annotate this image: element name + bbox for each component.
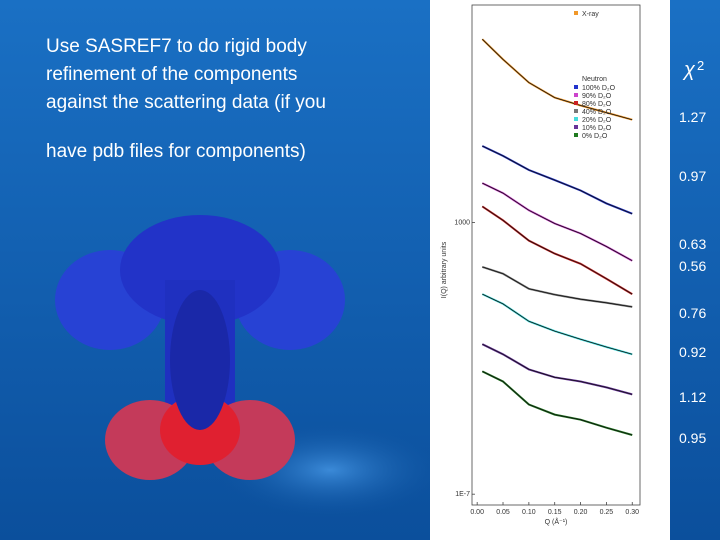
chi2-value: 1.12 [679, 389, 706, 405]
legend-label: 20% D₂O [582, 117, 612, 124]
legend-label: 90% D₂O [582, 93, 612, 100]
chi2-value: 0.63 [679, 236, 706, 252]
chi2-value: 0.97 [679, 168, 706, 184]
fit-line [482, 38, 633, 121]
x-tick-label: 0.05 [496, 509, 510, 516]
chi2-symbol: χ [682, 59, 696, 81]
legend-swatch [574, 133, 578, 137]
x-axis-label: Q (Å⁻¹) [545, 517, 568, 526]
x-tick-label: 0.10 [522, 509, 536, 516]
text-line: have pdb files for components) [46, 141, 306, 162]
text-line: Use SASREF7 to do rigid body [46, 36, 307, 57]
fit-line [482, 293, 633, 355]
x-tick-label: 0.30 [625, 509, 639, 516]
chi2-power: 2 [697, 58, 704, 73]
legend-label: 80% D₂O [582, 101, 612, 108]
fit-line [482, 182, 633, 262]
slide-text: Use SASREF7 to do rigid body refinement o… [46, 36, 326, 162]
x-tick-label: 0.00 [470, 509, 484, 516]
fit-line [482, 206, 633, 295]
chi2-value: 0.56 [679, 258, 706, 274]
legend-label: 10% D₂O [582, 125, 612, 132]
text-line: against the scattering data (if you [46, 92, 326, 113]
legend-label: X-ray [582, 11, 599, 18]
x-tick-label: 0.20 [574, 509, 588, 516]
chart-panel [430, 0, 670, 540]
legend-swatch [574, 85, 578, 89]
plot-frame [471, 4, 641, 506]
legend-label: 100% D₂O [582, 85, 616, 92]
legend-label: 0% D₂O [582, 133, 608, 140]
fit-line [482, 343, 633, 395]
legend-label: 40% D₂O [582, 109, 612, 116]
y-tick-label: 1000 [454, 219, 470, 226]
legend-swatch [574, 109, 578, 113]
x-tick-label: 0.15 [548, 509, 562, 516]
fit-line [482, 145, 633, 215]
legend-swatch [574, 101, 578, 105]
x-tick-label: 0.25 [600, 509, 614, 516]
chi2-value: 0.92 [679, 344, 706, 360]
legend-swatch [574, 125, 578, 129]
legend-swatch [574, 11, 578, 15]
chi2-value: 0.76 [679, 305, 706, 321]
fit-line [482, 371, 633, 436]
chi2-value: 1.27 [679, 109, 706, 125]
legend-swatch [574, 93, 578, 97]
legend-title: Neutron [582, 76, 607, 83]
text-line: refinement of the components [46, 64, 297, 85]
chi2-value: 0.95 [679, 430, 706, 446]
protein-image [55, 215, 345, 480]
legend-swatch [574, 117, 578, 121]
fit-line [482, 266, 633, 308]
y-axis-label: I(Q) arbitrary units [441, 241, 448, 298]
y-tick-label: 1E-7 [455, 491, 470, 498]
